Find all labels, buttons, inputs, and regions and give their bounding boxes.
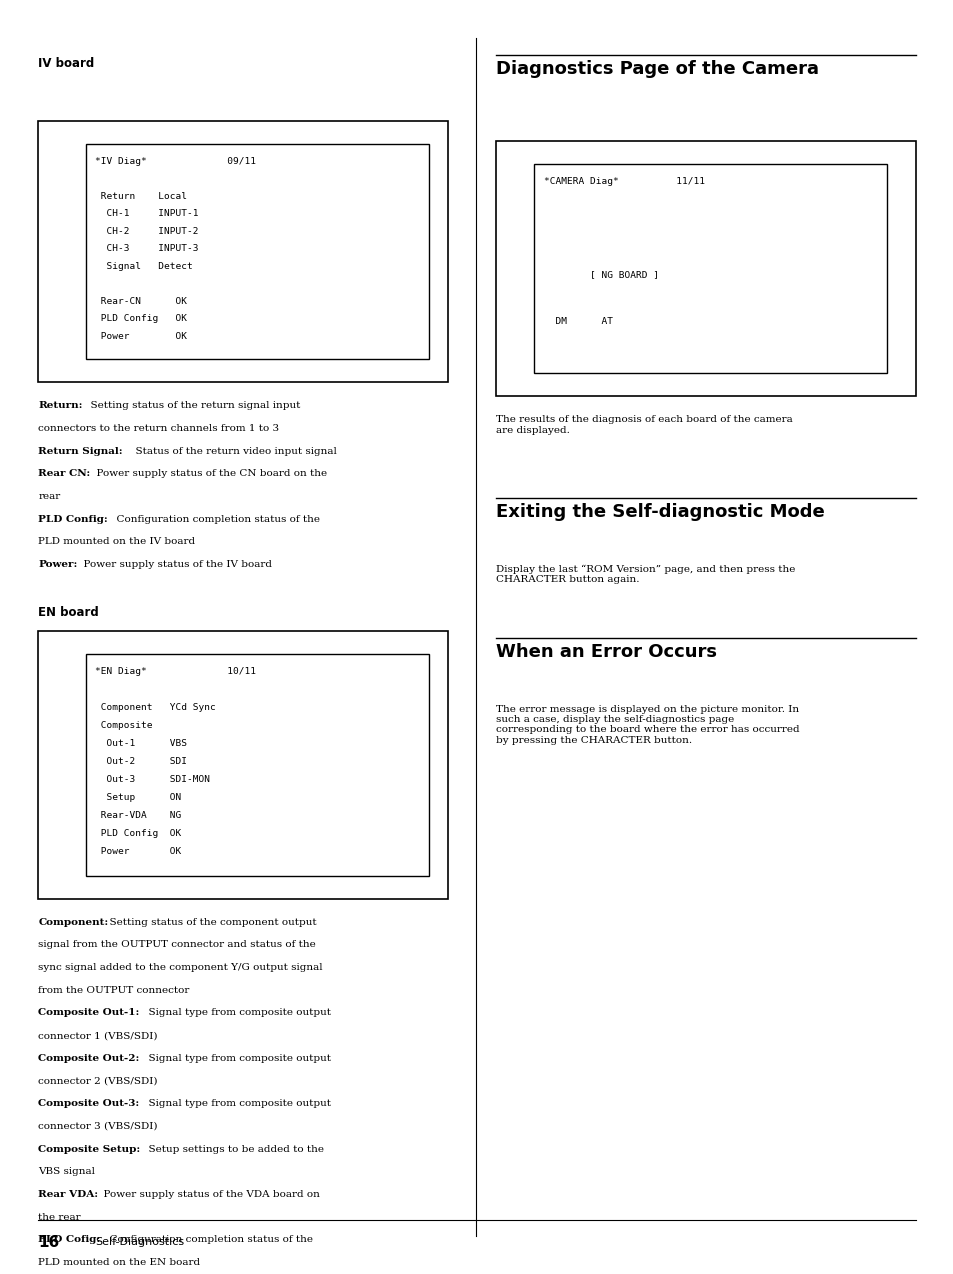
- Text: PLD Config   OK: PLD Config OK: [95, 315, 187, 324]
- Text: Composite Out-2:: Composite Out-2:: [38, 1054, 139, 1063]
- Text: Composite: Composite: [95, 721, 152, 730]
- Text: Power supply status of the IV board: Power supply status of the IV board: [77, 561, 272, 569]
- Text: Signal type from composite output: Signal type from composite output: [142, 1099, 331, 1108]
- Text: PLD Cofig:: PLD Cofig:: [38, 1236, 100, 1245]
- Text: Return    Local: Return Local: [95, 191, 187, 201]
- Text: Signal type from composite output: Signal type from composite output: [142, 1054, 331, 1063]
- Text: PLD Config:: PLD Config:: [38, 515, 108, 524]
- Text: connector 2 (VBS/SDI): connector 2 (VBS/SDI): [38, 1077, 157, 1085]
- Text: Rear CN:: Rear CN:: [38, 469, 91, 478]
- Text: VBS signal: VBS signal: [38, 1167, 95, 1176]
- Text: rear: rear: [38, 492, 60, 501]
- Text: Signal   Detect: Signal Detect: [95, 261, 193, 270]
- Text: Display the last “ROM Version” page, and then press the
CHARACTER button again.: Display the last “ROM Version” page, and…: [496, 564, 795, 583]
- Text: Power supply status of the VDA board on: Power supply status of the VDA board on: [96, 1190, 319, 1199]
- Text: Composite Out-3:: Composite Out-3:: [38, 1099, 139, 1108]
- Text: Out-1      VBS: Out-1 VBS: [95, 739, 187, 748]
- Text: When an Error Occurs: When an Error Occurs: [496, 643, 717, 661]
- Text: Power supply status of the CN board on the: Power supply status of the CN board on t…: [90, 469, 327, 478]
- Text: Configuration completion status of the: Configuration completion status of the: [110, 515, 319, 524]
- FancyBboxPatch shape: [38, 121, 448, 382]
- Text: from the OUTPUT connector: from the OUTPUT connector: [38, 986, 190, 995]
- Text: Component:: Component:: [38, 917, 109, 926]
- Text: Composite Out-1:: Composite Out-1:: [38, 1009, 139, 1018]
- Text: Power        OK: Power OK: [95, 331, 187, 340]
- FancyBboxPatch shape: [496, 141, 915, 396]
- Text: EN board: EN board: [38, 605, 99, 619]
- Text: CH-2     INPUT-2: CH-2 INPUT-2: [95, 227, 198, 236]
- Text: Return Signal:: Return Signal:: [38, 447, 123, 456]
- Text: The error message is displayed on the picture monitor. In
such a case, display t: The error message is displayed on the pi…: [496, 705, 799, 745]
- FancyBboxPatch shape: [534, 164, 886, 373]
- Text: Setup settings to be added to the: Setup settings to be added to the: [142, 1144, 324, 1153]
- Text: 16: 16: [38, 1235, 59, 1250]
- Text: PLD Config  OK: PLD Config OK: [95, 829, 181, 838]
- Text: Diagnostics Page of the Camera: Diagnostics Page of the Camera: [496, 60, 819, 78]
- Text: CH-1     INPUT-1: CH-1 INPUT-1: [95, 209, 198, 218]
- Text: Component   YCd Sync: Component YCd Sync: [95, 703, 216, 712]
- Text: Status of the return video input signal: Status of the return video input signal: [129, 447, 336, 456]
- Text: Rear-CN      OK: Rear-CN OK: [95, 297, 187, 306]
- Text: Setup      ON: Setup ON: [95, 794, 181, 803]
- Text: Rear VDA:: Rear VDA:: [38, 1190, 98, 1199]
- Text: [ NG BOARD ]: [ NG BOARD ]: [543, 270, 659, 279]
- Text: Out-2      SDI: Out-2 SDI: [95, 757, 187, 766]
- Text: PLD mounted on the IV board: PLD mounted on the IV board: [38, 538, 195, 547]
- Text: Self-Diagnostics: Self-Diagnostics: [95, 1237, 184, 1247]
- Text: connector 3 (VBS/SDI): connector 3 (VBS/SDI): [38, 1122, 157, 1131]
- Text: the rear: the rear: [38, 1213, 81, 1222]
- FancyBboxPatch shape: [86, 144, 429, 359]
- Text: connectors to the return channels from 1 to 3: connectors to the return channels from 1…: [38, 424, 279, 433]
- Text: Power:: Power:: [38, 561, 77, 569]
- Text: Exiting the Self-diagnostic Mode: Exiting the Self-diagnostic Mode: [496, 503, 824, 521]
- Text: PLD mounted on the EN board: PLD mounted on the EN board: [38, 1257, 200, 1266]
- Text: Return:: Return:: [38, 401, 83, 410]
- Text: IV board: IV board: [38, 57, 94, 70]
- Text: Rear-VDA    NG: Rear-VDA NG: [95, 812, 181, 820]
- Text: *IV Diag*              09/11: *IV Diag* 09/11: [95, 157, 256, 166]
- Text: Out-3      SDI-MON: Out-3 SDI-MON: [95, 775, 211, 785]
- Text: Composite Setup:: Composite Setup:: [38, 1144, 140, 1153]
- Text: sync signal added to the component Y/G output signal: sync signal added to the component Y/G o…: [38, 963, 322, 972]
- Text: Power       OK: Power OK: [95, 847, 181, 856]
- Text: *CAMERA Diag*          11/11: *CAMERA Diag* 11/11: [543, 177, 704, 186]
- FancyBboxPatch shape: [86, 654, 429, 875]
- Text: DM      AT: DM AT: [543, 316, 612, 326]
- FancyBboxPatch shape: [38, 631, 448, 898]
- Text: connector 1 (VBS/SDI): connector 1 (VBS/SDI): [38, 1031, 157, 1040]
- Text: The results of the diagnosis of each board of the camera
are displayed.: The results of the diagnosis of each boa…: [496, 415, 792, 434]
- Text: CH-3     INPUT-3: CH-3 INPUT-3: [95, 245, 198, 254]
- Text: *EN Diag*              10/11: *EN Diag* 10/11: [95, 666, 256, 675]
- Text: Configuration completion status of the: Configuration completion status of the: [103, 1236, 313, 1245]
- Text: signal from the OUTPUT connector and status of the: signal from the OUTPUT connector and sta…: [38, 940, 315, 949]
- Text: Setting status of the component output: Setting status of the component output: [103, 917, 316, 926]
- Text: Setting status of the return signal input: Setting status of the return signal inpu…: [84, 401, 299, 410]
- Text: Signal type from composite output: Signal type from composite output: [142, 1009, 331, 1018]
